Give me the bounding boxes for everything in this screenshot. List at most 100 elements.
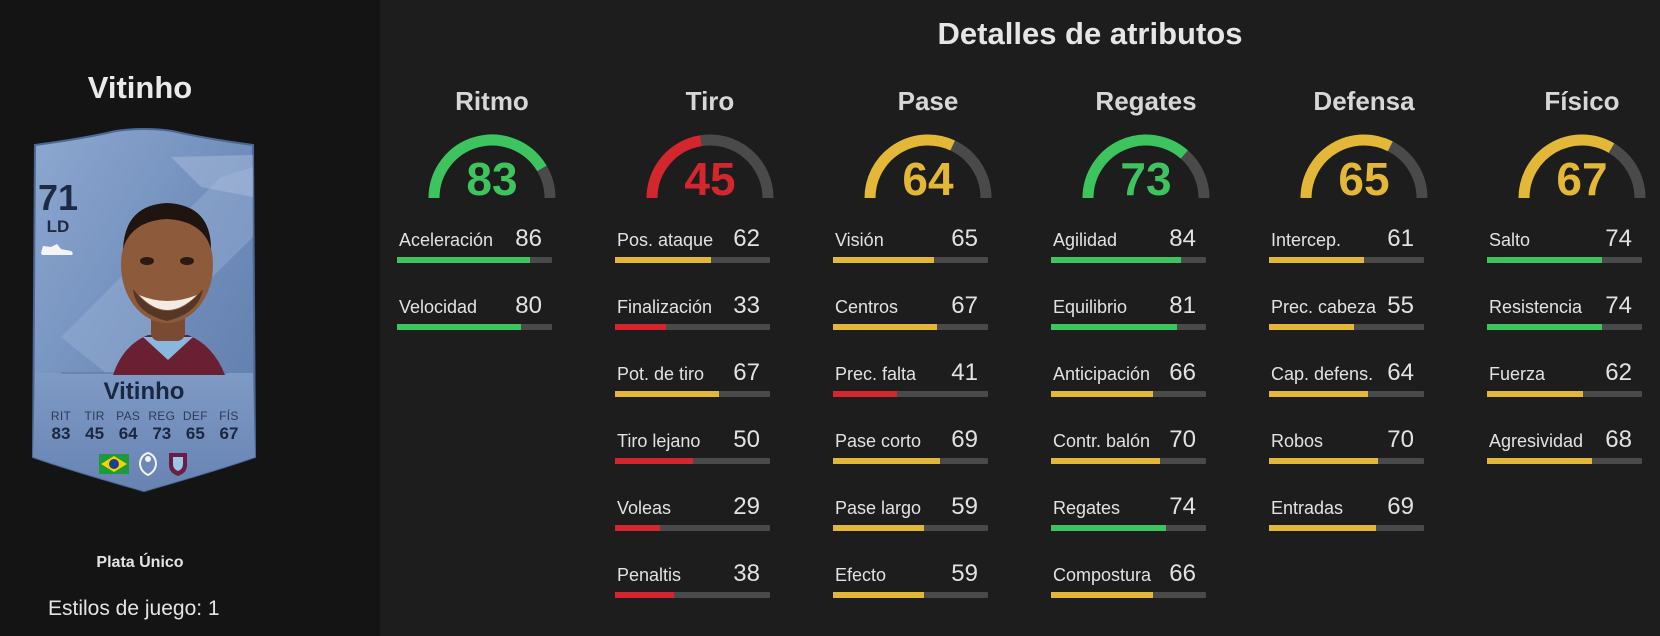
gauge-track [700, 134, 774, 199]
category-value: 65 [1338, 153, 1390, 205]
attribute-row[interactable]: Agilidad 84 [1051, 225, 1206, 274]
attribute-bar-fill [1051, 458, 1160, 464]
attribute-bar [1269, 391, 1424, 397]
attribute-bar [615, 525, 770, 531]
attribute-row[interactable]: Centros 67 [833, 292, 988, 341]
attribute-row[interactable]: Pase largo 59 [833, 493, 988, 542]
attribute-bar-fill [1487, 391, 1584, 397]
attribute-row[interactable]: Regates 74 [1051, 493, 1206, 542]
attribute-row[interactable]: Pos. ataque 62 [615, 225, 770, 274]
attribute-name: Centros [835, 297, 899, 317]
attribute-row[interactable]: Penaltis 38 [615, 560, 770, 609]
attribute-bar-fill [615, 324, 667, 330]
card-stats: RIT 83 TIR 45 PAS 64 REG 73 DEF 65 FÍS 6… [45, 409, 245, 444]
card-stat-value: 67 [219, 424, 239, 443]
attribute-row[interactable]: Entradas 69 [1269, 493, 1424, 542]
gauge-fill [864, 134, 956, 199]
attribute-row[interactable]: Cap. defens. 64 [1269, 359, 1424, 408]
attribute-row[interactable]: Aceleración 86 [397, 225, 552, 274]
attribute-row[interactable]: Velocidad 80 [397, 292, 552, 341]
attribute-row[interactable]: Robos 70 [1269, 426, 1424, 475]
card-stat: DEF 65 [179, 409, 211, 444]
attribute-name: Penaltis [617, 565, 682, 585]
attribute-value: 84 [1169, 225, 1196, 252]
attribute-row[interactable]: Anticipación 66 [1051, 359, 1206, 408]
attribute-bar-fill [833, 257, 934, 263]
attribute-row[interactable]: Efecto 59 [833, 560, 988, 609]
attribute-value: 62 [733, 225, 760, 252]
attribute-bar-fill [397, 257, 531, 263]
attribute-name: Compostura [1053, 565, 1152, 585]
attribute-bar-fill [1487, 324, 1602, 330]
attribute-name: Cap. defens. [1271, 364, 1374, 384]
gauge-fill [428, 134, 547, 199]
attribute-value: 70 [1169, 426, 1196, 453]
card-stat: PAS 64 [112, 409, 144, 444]
category-gauge: 67 [1512, 126, 1652, 206]
attribute-value: 67 [733, 359, 760, 386]
attribute-row[interactable]: Visión 65 [833, 225, 988, 274]
attribute-row[interactable]: Resistencia 74 [1487, 292, 1642, 341]
attribute-row[interactable]: Voleas 29 [615, 493, 770, 542]
attribute-name: Anticipación [1053, 364, 1151, 384]
gauge-arc [1518, 134, 1646, 199]
brazil-flag-icon [99, 454, 129, 474]
attribute-name: Equilibrio [1053, 297, 1128, 317]
gauge-arc [428, 134, 556, 199]
card-name: Vitinho [103, 378, 185, 405]
category-gauge: 73 [1076, 126, 1216, 206]
attribute-bar [833, 257, 988, 263]
category-gauge: 83 [422, 126, 562, 206]
attribute-value: 66 [1169, 359, 1196, 386]
attribute-value: 80 [515, 292, 542, 319]
gauge-fill [1082, 134, 1188, 199]
attribute-row[interactable]: Finalización 33 [615, 292, 770, 341]
attribute-bar-fill [615, 458, 693, 464]
attribute-name: Regates [1053, 498, 1121, 518]
gauge-track [950, 140, 992, 199]
attribute-row[interactable]: Compostura 66 [1051, 560, 1206, 609]
attribute-value: 50 [733, 426, 760, 453]
attribute-row[interactable]: Prec. falta 41 [833, 359, 988, 408]
attribute-value: 68 [1605, 426, 1632, 453]
attribute-row[interactable]: Salto 74 [1487, 225, 1642, 274]
gauge-arc [1300, 134, 1428, 199]
attribute-name: Voleas [617, 498, 672, 518]
attribute-row[interactable]: Intercep. 61 [1269, 225, 1424, 274]
attribute-bar-fill [1051, 324, 1177, 330]
attribute-row[interactable]: Tiro lejano 50 [615, 426, 770, 475]
attribute-bar [397, 324, 552, 330]
attribute-name: Fuerza [1489, 364, 1546, 384]
attribute-row[interactable]: Pot. de tiro 67 [615, 359, 770, 408]
gauge-arc [1082, 134, 1210, 199]
attribute-value: 29 [733, 493, 760, 520]
attribute-row[interactable]: Equilibrio 81 [1051, 292, 1206, 341]
attribute-bar [615, 324, 770, 330]
attribute-name: Tiro lejano [617, 431, 701, 451]
card-stat: TIR 45 [79, 409, 111, 444]
gauge-track [1387, 141, 1428, 199]
category-value: 83 [466, 153, 518, 205]
player-card[interactable]: 71 LD Vitinho RIT 83 TIR 45 [21, 127, 267, 493]
card-type-label: Plata Único [96, 554, 184, 571]
attribute-value: 41 [951, 359, 978, 386]
attribute-bar-fill [615, 592, 674, 598]
attribute-row[interactable]: Contr. balón 70 [1051, 426, 1206, 475]
attribute-bar [615, 592, 770, 598]
attribute-bar [1051, 257, 1206, 263]
attribute-row[interactable]: Prec. cabeza 55 [1269, 292, 1424, 341]
attribute-row[interactable]: Agresividad 68 [1487, 426, 1642, 475]
category-value: 45 [684, 153, 736, 205]
attribute-value: 59 [951, 493, 978, 520]
attribute-bar-fill [1051, 257, 1182, 263]
attribute-value: 86 [515, 225, 542, 252]
card-stat-label: PAS [116, 409, 141, 423]
player-name: Vitinho [87, 70, 193, 105]
attribute-row[interactable]: Fuerza 62 [1487, 359, 1642, 408]
attribute-value: 55 [1387, 292, 1414, 319]
attribute-bar [1487, 257, 1642, 263]
attribute-name: Finalización [617, 297, 713, 317]
playstyles-label[interactable]: Estilos de juego: 1 [48, 597, 220, 620]
attribute-row[interactable]: Pase corto 69 [833, 426, 988, 475]
attribute-bar [1487, 391, 1642, 397]
